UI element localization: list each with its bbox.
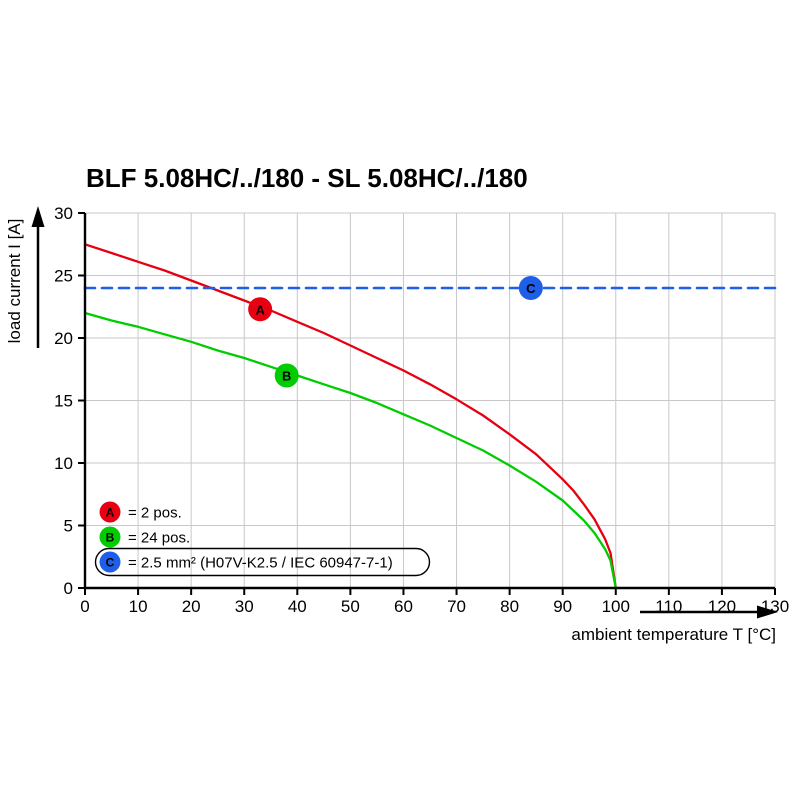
series-B-curve — [83, 311, 617, 590]
x-tick-label: 80 — [500, 597, 519, 616]
x-tick-label: 0 — [80, 597, 89, 616]
chart-title: BLF 5.08HC/../180 - SL 5.08HC/../180 — [86, 163, 528, 193]
series-A-curve — [83, 243, 617, 590]
y-tick-label: 10 — [54, 454, 73, 473]
x-axis-arrow-head — [757, 605, 778, 619]
series-layer — [83, 243, 777, 590]
marker-A-circle — [248, 297, 273, 322]
x-tick-label: 60 — [394, 597, 413, 616]
marker-B-letter: B — [282, 369, 291, 384]
axes-layer: 0 10 20 30 40 50 60 70 80 90 100 110 120 130051015202… — [54, 204, 789, 616]
y-tick-label: 20 — [54, 329, 73, 348]
x-tick-label: 50 — [341, 597, 360, 616]
x-tick-label: 10 — [129, 597, 148, 616]
x-tick-label: 40 — [288, 597, 307, 616]
y-axis-title: load current I [A] — [5, 219, 24, 344]
y-tick-label: 15 — [54, 392, 73, 411]
y-tick-label: 0 — [64, 579, 73, 598]
x-tick-label: 90 — [553, 597, 572, 616]
marker-A-letter: A — [255, 302, 265, 317]
marker-C-letter: C — [526, 281, 536, 296]
x-tick-label: 20 — [182, 597, 201, 616]
legend-B-letter: B — [106, 531, 115, 545]
marker-C-circle — [518, 276, 543, 300]
y-axis-arrow-head — [31, 206, 45, 227]
legend-layer: A = 2 pos. B = 24 pos. C = 2.5 mm² (H07V-K2.5… — [94, 501, 431, 577]
legend-C-label: = 2.5 mm² (H07V-K2.5 / IEC 60947-7-1) — [128, 555, 393, 572]
legend-A-letter: A — [106, 506, 115, 520]
legend-B-circle — [99, 526, 121, 548]
x-tick-label: 30 — [235, 597, 254, 616]
legend-C-circle — [99, 551, 121, 573]
markers-layer: A B C — [248, 276, 543, 388]
y-tick-label: 25 — [54, 267, 73, 286]
y-tick-label: 30 — [54, 204, 73, 223]
grid-layer — [85, 212, 776, 588]
x-tick-label: 100 — [602, 597, 630, 616]
x-axis-title: ambient temperature T [°C] — [571, 625, 776, 644]
marker-B-circle — [274, 363, 299, 388]
legend-A-circle — [99, 501, 121, 523]
legend-C-letter: C — [106, 556, 115, 570]
legend-box — [94, 547, 431, 577]
y-tick-label: 5 — [64, 517, 73, 536]
x-tick-label: 70 — [447, 597, 466, 616]
legend-A-label: = 2 pos. — [128, 505, 182, 522]
legend-B-label: = 24 pos. — [128, 530, 190, 547]
